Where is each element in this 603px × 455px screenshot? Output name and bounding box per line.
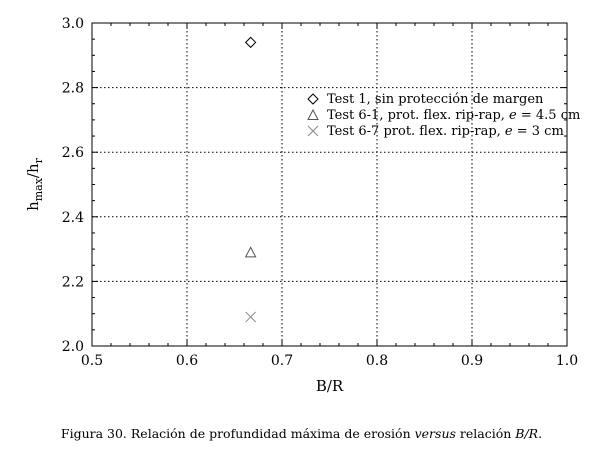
data-point-triangle xyxy=(244,246,257,258)
x-tick-label: 0.7 xyxy=(271,353,293,369)
legend-label-part: e xyxy=(505,124,513,139)
y-tick-label: 2.6 xyxy=(62,145,84,161)
legend-label-part: e xyxy=(509,108,517,123)
legend-label: Test 6-1, prot. flex. rip-rap, e = 4.5 c… xyxy=(327,108,580,123)
data-point-diamond xyxy=(244,36,257,49)
legend-label: Test 6-7 prot. flex. rip-rap, e = 3 cm xyxy=(327,124,564,139)
x-tick-labels: 0.5 0.6 0.7 0.8 0.9 1.0 xyxy=(81,353,578,369)
legend-label-part: = 4.5 cm xyxy=(517,108,581,123)
legend-marker-triangle xyxy=(307,108,319,120)
caption-italic-versus: versus xyxy=(414,426,456,441)
y-tick-labels: 2.0 2.2 2.4 2.6 2.8 3.0 xyxy=(62,16,84,355)
scatter-chart: 0.5 0.6 0.7 0.8 0.9 1.0 2.0 2.2 2.4 2.6 2.8 3.0 Te… xyxy=(24,16,580,395)
caption-middle: relación xyxy=(455,426,516,441)
figure-caption: Figura 30. Relación de profundidad máxim… xyxy=(0,426,603,441)
caption-italic-br: B/R xyxy=(515,426,539,441)
plot-frame xyxy=(91,22,568,347)
y-tick-label: 2.2 xyxy=(62,274,84,290)
axis-ticks xyxy=(91,22,568,347)
y-axis-title-sub2: r xyxy=(32,157,45,163)
y-axis-title-sep: /h xyxy=(24,163,42,178)
legend-marker-diamond xyxy=(307,93,319,105)
x-tick-label: 0.9 xyxy=(461,353,483,369)
legend-label-part: Test 6-7 prot. flex. rip-rap, xyxy=(327,124,505,139)
x-tick-label: 1.0 xyxy=(556,353,578,369)
y-tick-label: 2.8 xyxy=(62,81,84,97)
x-tick-label: 0.6 xyxy=(176,353,198,369)
y-tick-label: 2.0 xyxy=(62,339,84,355)
caption-suffix: . xyxy=(538,426,543,441)
data-points xyxy=(244,36,257,323)
legend-marker-cross xyxy=(307,125,319,137)
y-tick-label: 3.0 xyxy=(62,16,84,32)
legend-label-part: Test 6-1, prot. flex. rip-rap, xyxy=(327,108,509,123)
x-tick-label: 0.5 xyxy=(81,353,103,369)
y-axis-title: hmax/hr xyxy=(24,157,45,211)
y-tick-label: 2.4 xyxy=(62,210,84,226)
x-axis-title: B/R xyxy=(316,377,344,395)
y-axis-title-sub1: max xyxy=(32,177,45,201)
x-tick-label: 0.8 xyxy=(366,353,388,369)
y-axis-title-base: h xyxy=(24,201,42,211)
data-point-cross xyxy=(245,311,257,323)
caption-prefix: Figura 30. Relación de profundidad máxim… xyxy=(60,426,415,441)
legend-label-part: = 3 cm xyxy=(513,124,564,139)
legend-label: Test 1, sin protección de margen xyxy=(327,92,544,107)
grid-lines xyxy=(92,23,567,346)
